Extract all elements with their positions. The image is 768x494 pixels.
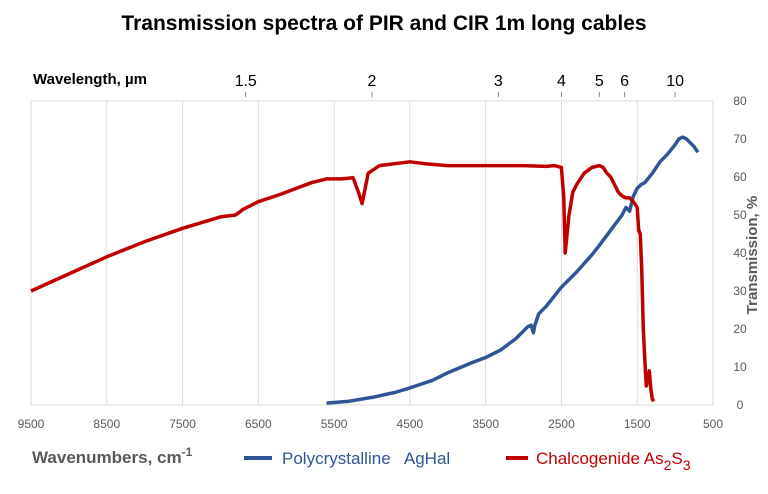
y-tick-label: 70 [733, 132, 747, 146]
top-tick-label: 2 [368, 73, 377, 90]
x-tick-label: 500 [703, 417, 723, 431]
x-axis-label-text: Wavenumbers, cm [32, 448, 182, 467]
y-tick-label: 50 [733, 208, 747, 222]
top-tick-label: 1.5 [235, 73, 257, 90]
y-tick-label: 40 [733, 246, 747, 260]
x-tick-labels: 9500 8500 7500 6500 5500 4500 3500 2500 1500 500 [18, 417, 724, 431]
legend-label-as2s3: Chalcogenide As2S3 [536, 449, 691, 473]
legend-sub-2: 2 [664, 457, 672, 473]
legend: Polycrystalline AgHal Chalcogenide As2S3 [244, 449, 691, 473]
y-tick-labels: 0 10 20 30 40 50 60 70 80 [733, 94, 747, 412]
x-axis-label-sup: -1 [182, 445, 193, 459]
top-tick-label: 5 [595, 73, 604, 90]
legend-label-s: S [671, 449, 682, 468]
top-tick-label: 3 [494, 73, 503, 90]
legend-label-as2s3-main: Chalcogenide As [536, 449, 664, 468]
x-tick-label: 8500 [93, 417, 120, 431]
x-tick-label: 5500 [321, 417, 348, 431]
series-lines [30, 135, 700, 405]
y-tick-label: 60 [733, 170, 747, 184]
top-tick-label: 6 [620, 73, 629, 90]
y-tick-label: 0 [737, 398, 744, 412]
x-axis-label: Wavenumbers, cm-1 [32, 445, 193, 467]
chart-title: Transmission spectra of PIR and CIR 1m l… [121, 12, 646, 35]
legend-label-agHal: Polycrystalline AgHal [282, 449, 450, 468]
y-axis-label: Transmission, % [744, 196, 761, 314]
y-tick-label: 20 [733, 322, 747, 336]
x-tick-label: 6500 [245, 417, 272, 431]
y-tick-label: 30 [733, 284, 747, 298]
y-tick-label: 10 [733, 360, 747, 374]
series-line-as2s3 [30, 160, 656, 403]
top-tick-label: 10 [666, 73, 684, 90]
legend-sub-3: 3 [683, 457, 691, 473]
x-tick-label: 1500 [624, 417, 651, 431]
x-tick-label: 4500 [397, 417, 424, 431]
x-tick-label: 2500 [548, 417, 575, 431]
x-tick-label: 7500 [169, 417, 196, 431]
top-axis-label: Wavelength, µm [33, 71, 147, 88]
series-line-aghal [326, 135, 700, 405]
y-tick-label: 80 [733, 94, 747, 108]
top-tick-labels: 1.5 2 3 4 5 6 10 [235, 73, 684, 97]
top-tick-label: 4 [557, 73, 566, 90]
x-tick-label: 9500 [18, 417, 45, 431]
gridlines [30, 100, 714, 406]
x-tick-label: 3500 [472, 417, 499, 431]
